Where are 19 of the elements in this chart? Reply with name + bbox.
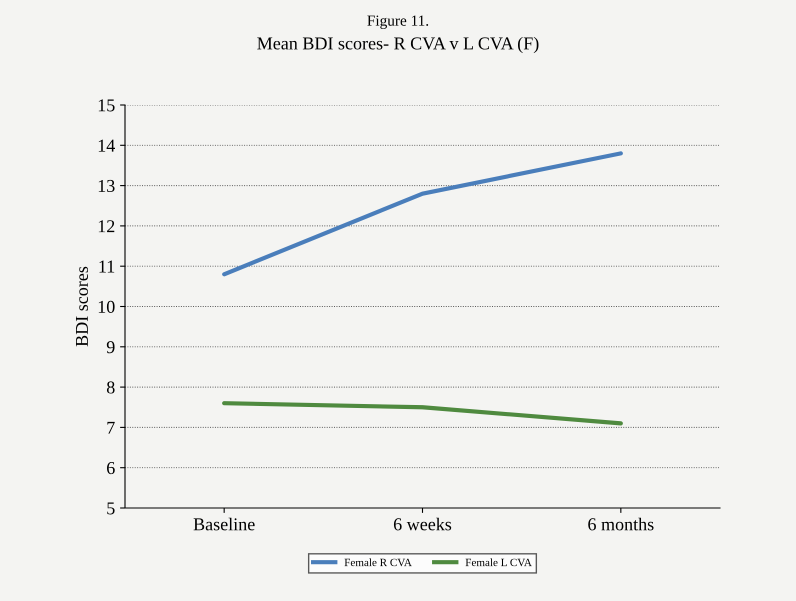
y-tick-label: 9 [106, 341, 115, 354]
y-tick-label: 13 [98, 180, 115, 192]
y-tick-label: 10 [98, 300, 115, 313]
chart-subtitle: Mean BDI scores- R CVA v L CVA (F) [257, 36, 538, 54]
y-tick-label: 6 [107, 462, 115, 474]
x-tick-label: 6 weeks [394, 518, 452, 530]
y-tick-label: 11 [99, 260, 114, 272]
legend-label: Female R CVA [344, 558, 412, 566]
x-tick-label: 6 months [588, 518, 654, 530]
y-tick-label: 7 [107, 422, 115, 434]
y-tick-label: 5 [107, 502, 115, 514]
y-tick-label: 12 [98, 220, 114, 232]
y-axis-title: BDI scores [76, 266, 88, 346]
y-tick-label: 14 [98, 140, 115, 152]
chart-title: Figure 11. [367, 16, 428, 29]
legend-label: Female L CVA [466, 558, 532, 566]
y-tick-label: 8 [106, 381, 115, 394]
y-tick-label: 15 [98, 99, 115, 112]
x-tick-label: Baseline [194, 518, 255, 530]
